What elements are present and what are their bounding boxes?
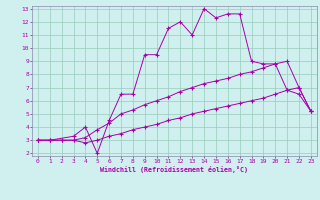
X-axis label: Windchill (Refroidissement éolien,°C): Windchill (Refroidissement éolien,°C): [100, 166, 248, 173]
